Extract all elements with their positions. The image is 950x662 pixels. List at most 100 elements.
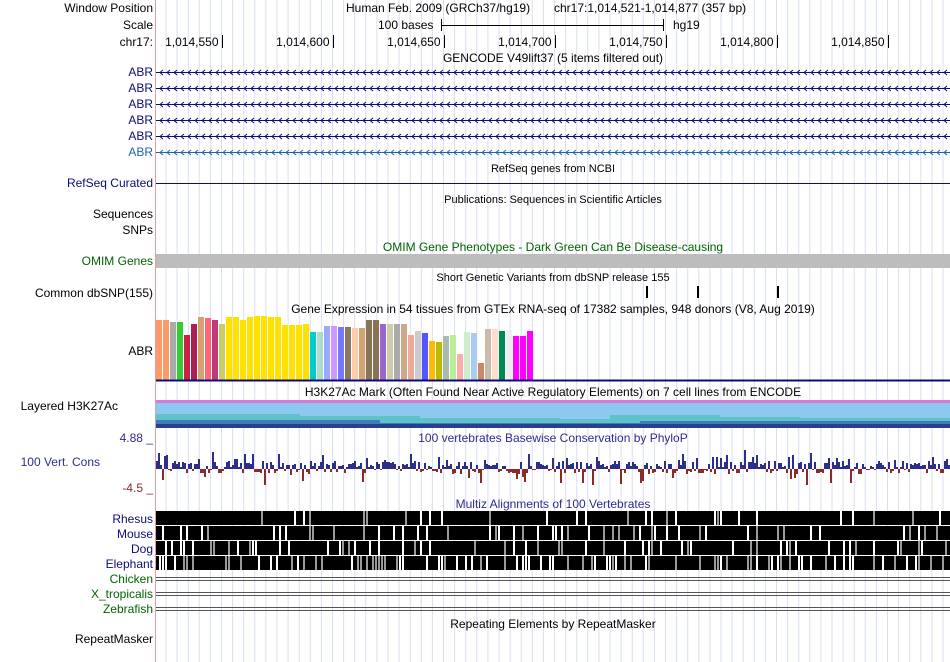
- multiz-species-row[interactable]: [156, 526, 950, 540]
- gtex-tissue-bar[interactable]: [429, 341, 435, 380]
- gtex-tissue-bar[interactable]: [268, 317, 274, 380]
- gtex-tissue-bar[interactable]: [303, 324, 309, 380]
- gtex-tissue-bar[interactable]: [261, 316, 267, 380]
- snps-track-label[interactable]: SNPs: [122, 223, 153, 237]
- gtex-tissue-bar[interactable]: [289, 325, 295, 380]
- gtex-tissue-bar[interactable]: [366, 320, 372, 380]
- gtex-tissue-bar[interactable]: [163, 320, 169, 380]
- phylop-conservation-plot[interactable]: [156, 450, 950, 485]
- multiz-species-label[interactable]: Chicken: [109, 572, 153, 586]
- dbsnp-track-label[interactable]: Common dbSNP(155): [34, 286, 153, 300]
- gtex-tissue-bar[interactable]: [443, 336, 449, 380]
- h3k27ac-layer[interactable]: [156, 424, 950, 428]
- gencode-item-label[interactable]: ABR: [128, 129, 153, 143]
- repeatmasker-track-label[interactable]: RepeatMasker: [74, 632, 153, 646]
- gtex-tissue-bar[interactable]: [401, 324, 407, 380]
- gtex-expression-bars[interactable]: [156, 316, 533, 380]
- gtex-tissue-bar[interactable]: [450, 335, 456, 380]
- gtex-tissue-bar[interactable]: [464, 332, 470, 380]
- gtex-tissue-bar[interactable]: [499, 331, 505, 380]
- gencode-item-label[interactable]: ABR: [128, 145, 153, 159]
- gtex-tissue-bar[interactable]: [380, 324, 386, 380]
- gtex-tissue-bar[interactable]: [191, 324, 197, 380]
- gtex-tissue-bar[interactable]: [177, 322, 183, 380]
- omim-track-label[interactable]: OMIM Genes: [81, 254, 153, 268]
- gtex-gene-label[interactable]: ABR: [128, 344, 153, 358]
- publications-track-label[interactable]: Sequences: [92, 207, 153, 221]
- refseq-track-label[interactable]: RefSeq Curated: [66, 176, 153, 190]
- gtex-tissue-bar[interactable]: [170, 322, 176, 380]
- h3k27ac-track-label[interactable]: Layered H3K27Ac: [20, 399, 118, 413]
- gtex-tissue-bar[interactable]: [492, 329, 498, 380]
- gtex-tissue-bar[interactable]: [275, 317, 281, 380]
- gtex-tissue-bar[interactable]: [226, 317, 232, 380]
- multiz-species-label[interactable]: Mouse: [116, 527, 153, 541]
- snp-mark[interactable]: [697, 286, 699, 298]
- gtex-tissue-bar[interactable]: [352, 328, 358, 380]
- gtex-tissue-bar[interactable]: [233, 317, 239, 380]
- gtex-tissue-bar[interactable]: [471, 333, 477, 380]
- gtex-tissue-bar[interactable]: [184, 335, 190, 380]
- gtex-tissue-bar[interactable]: [408, 335, 414, 380]
- multiz-species-row[interactable]: [156, 556, 950, 570]
- gtex-tissue-bar[interactable]: [394, 324, 400, 380]
- gtex-tissue-bar[interactable]: [387, 324, 393, 380]
- multiz-species-row[interactable]: [156, 541, 950, 555]
- gtex-tissue-bar[interactable]: [296, 325, 302, 380]
- gtex-tissue-bar[interactable]: [324, 326, 330, 380]
- h3k27ac-layer[interactable]: [156, 400, 950, 403]
- gtex-tissue-bar[interactable]: [338, 327, 344, 380]
- gtex-tissue-bar[interactable]: [506, 330, 512, 380]
- gtex-tissue-bar[interactable]: [422, 333, 428, 380]
- omim-gene-bar[interactable]: [156, 254, 950, 268]
- gtex-tissue-bar[interactable]: [359, 328, 365, 380]
- gtex-tissue-bar[interactable]: [527, 331, 533, 380]
- gtex-tissue-bar[interactable]: [478, 363, 484, 380]
- gtex-tissue-bar[interactable]: [415, 331, 421, 380]
- gencode-transcript[interactable]: [156, 101, 950, 108]
- snp-mark[interactable]: [646, 286, 648, 298]
- multiz-species-label[interactable]: Elephant: [105, 557, 153, 571]
- multiz-species-row[interactable]: [156, 511, 950, 525]
- gtex-tissue-bar[interactable]: [373, 320, 379, 380]
- multiz-species-label[interactable]: Rhesus: [112, 512, 153, 526]
- multiz-species-label[interactable]: Zebrafish: [102, 602, 153, 616]
- gencode-transcript[interactable]: [156, 133, 950, 140]
- gencode-transcript[interactable]: [156, 117, 950, 124]
- multiz-alignment-blocks[interactable]: [156, 511, 950, 611]
- gtex-tissue-bar[interactable]: [205, 318, 211, 380]
- gencode-item-label[interactable]: ABR: [128, 81, 153, 95]
- gtex-tissue-bar[interactable]: [436, 342, 442, 380]
- gencode-transcript[interactable]: [156, 149, 950, 156]
- gtex-tissue-bar[interactable]: [513, 336, 519, 380]
- h3k27ac-signal[interactable]: [156, 400, 950, 428]
- gtex-tissue-bar[interactable]: [520, 336, 526, 380]
- gtex-tissue-bar[interactable]: [198, 317, 204, 380]
- gtex-tissue-bar[interactable]: [254, 316, 260, 380]
- gtex-tissue-bar[interactable]: [240, 320, 246, 380]
- multiz-species-row[interactable]: [156, 577, 950, 581]
- gtex-tissue-bar[interactable]: [282, 325, 288, 380]
- gencode-transcript[interactable]: [156, 85, 950, 92]
- gtex-tissue-bar[interactable]: [485, 329, 491, 380]
- gencode-track[interactable]: [156, 69, 950, 156]
- gencode-item-label[interactable]: ABR: [128, 65, 153, 79]
- gtex-tissue-bar[interactable]: [317, 332, 323, 380]
- gtex-tissue-bar[interactable]: [310, 332, 316, 380]
- multiz-species-label[interactable]: X_tropicalis: [90, 587, 153, 601]
- gtex-tissue-bar[interactable]: [156, 320, 162, 380]
- gtex-tissue-bar[interactable]: [212, 320, 218, 380]
- snp-mark[interactable]: [777, 286, 779, 298]
- multiz-species-label[interactable]: Dog: [130, 542, 153, 556]
- gtex-tissue-bar[interactable]: [331, 326, 337, 380]
- gencode-item-label[interactable]: ABR: [128, 113, 153, 127]
- gencode-item-label[interactable]: ABR: [128, 97, 153, 111]
- phylop-track-label[interactable]: 100 Vert. Cons: [20, 455, 100, 469]
- dbsnp-marks[interactable]: [646, 286, 779, 298]
- gencode-transcript[interactable]: [156, 69, 950, 76]
- gtex-tissue-bar[interactable]: [457, 354, 463, 380]
- gtex-tissue-bar[interactable]: [247, 317, 253, 380]
- gtex-tissue-bar[interactable]: [219, 324, 225, 380]
